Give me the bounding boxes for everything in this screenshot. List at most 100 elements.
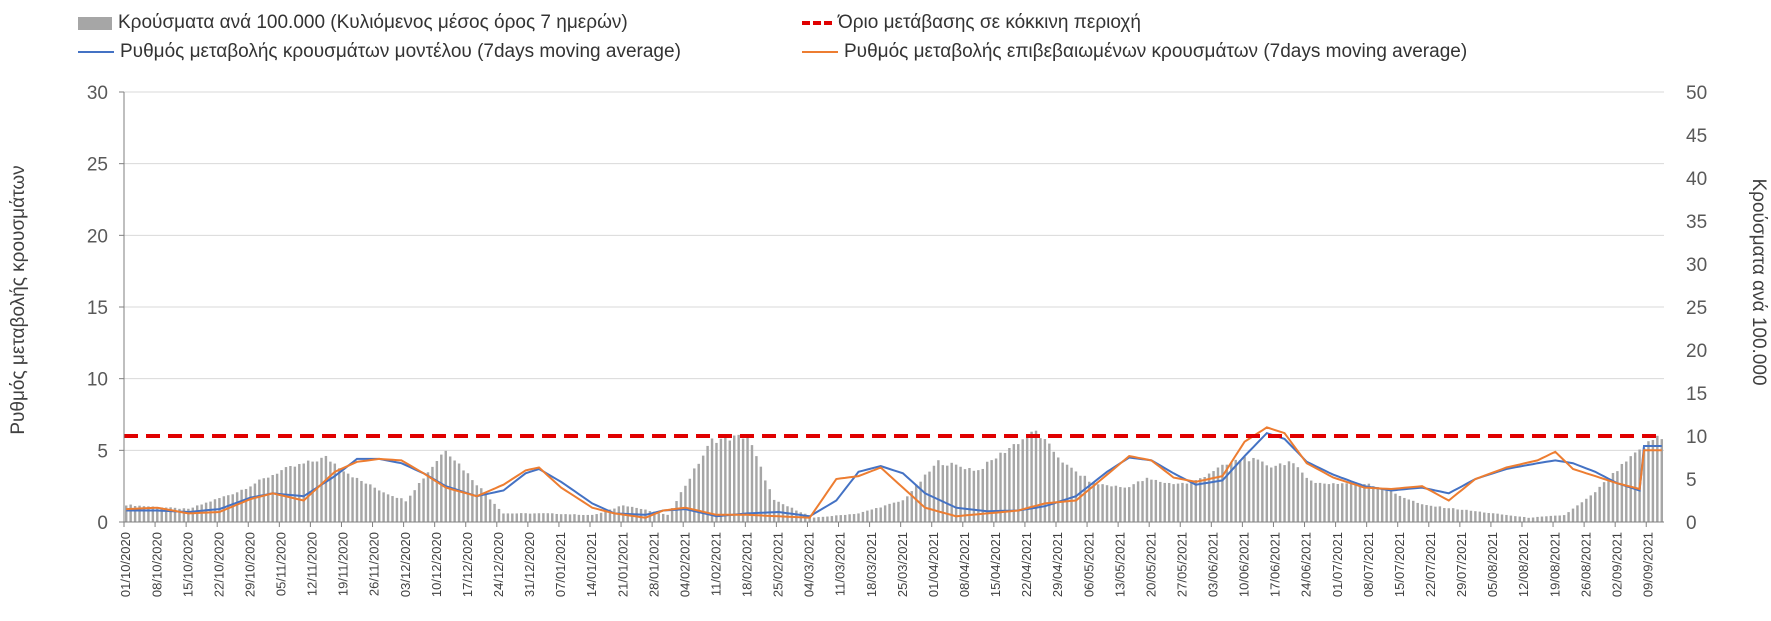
cases-bar	[941, 465, 945, 522]
cases-bar	[471, 480, 474, 522]
cases-bar	[1562, 515, 1566, 522]
cases-bar	[830, 516, 834, 522]
cases-bar	[1447, 508, 1450, 522]
cases-bar	[493, 503, 496, 522]
cases-bar	[662, 513, 665, 522]
cases-bar	[1625, 461, 1628, 522]
cases-bar	[1065, 464, 1069, 522]
right-y-tick-label: 10	[1686, 427, 1707, 448]
x-tick-label: 15/10/2020	[180, 532, 195, 597]
cases-bar	[1443, 508, 1446, 522]
cases-bar	[1460, 509, 1464, 522]
x-tick-label: 12/08/2021	[1516, 532, 1531, 597]
cases-bar	[1318, 482, 1322, 522]
cases-bar	[724, 436, 727, 522]
cases-bar	[573, 514, 576, 522]
x-tick-label: 19/11/2020	[336, 532, 351, 596]
cases-bar	[1212, 471, 1215, 522]
cases-bar	[191, 507, 195, 522]
x-tick-label: 11/02/2021	[709, 532, 724, 596]
cases-bar	[1380, 489, 1384, 522]
cases-bar	[741, 438, 745, 522]
cases-bar	[1225, 464, 1229, 522]
cases-bar	[528, 513, 532, 522]
cases-bar	[1252, 457, 1255, 522]
cases-bar	[1207, 473, 1211, 522]
cases-bar	[950, 462, 953, 522]
cases-bar	[1092, 482, 1095, 522]
cases-bar	[790, 507, 794, 522]
cases-bar	[1598, 486, 1601, 522]
cases-bar	[1514, 516, 1517, 522]
cases-bar	[733, 435, 736, 522]
x-tick-label: 22/07/2021	[1423, 532, 1438, 597]
cases-bar	[124, 505, 128, 522]
cases-bar	[1647, 441, 1650, 522]
legend-cases-label: Κρούσματα ανά 100.000 (Κυλιόμενος μέσος …	[118, 12, 628, 33]
cases-bar	[1159, 481, 1162, 522]
cases-bar	[875, 508, 878, 522]
legend-item-model-rate: Ρυθμός μεταβολής κρουσμάτων μοντέλου (7d…	[78, 41, 681, 63]
cases-bar	[1309, 480, 1313, 522]
cases-bars	[124, 430, 1664, 522]
x-tick-label: 31/12/2020	[522, 532, 537, 597]
cases-bar	[653, 511, 656, 522]
cases-bar	[954, 464, 958, 522]
right-axis-title: Κρούσματα ανά 100.000	[1748, 178, 1769, 385]
x-tick-label: 24/06/2021	[1299, 532, 1314, 597]
cases-bar	[480, 488, 483, 522]
cases-bar	[1101, 484, 1104, 522]
cases-bar	[1509, 515, 1513, 522]
x-tick-label: 24/12/2020	[491, 532, 506, 597]
cases-bar	[306, 460, 310, 522]
cases-bar	[1012, 444, 1016, 522]
x-tick-label: 29/07/2021	[1454, 532, 1469, 597]
x-tick-label: 01/10/2020	[118, 532, 133, 597]
cases-bar	[559, 514, 563, 522]
cases-bar	[1558, 515, 1561, 522]
cases-bar	[1372, 486, 1375, 522]
cases-bar	[1261, 461, 1264, 522]
cases-bar	[1145, 477, 1149, 522]
cases-bar	[910, 491, 913, 522]
cases-bar	[373, 487, 376, 522]
cases-bar	[129, 504, 132, 522]
x-tick-label: 04/02/2021	[677, 532, 692, 597]
cases-bar	[1580, 502, 1584, 522]
cases-bar	[333, 463, 337, 522]
cases-bar	[151, 506, 155, 522]
cases-bar	[1274, 465, 1277, 522]
right-y-tick-labels: 0 5 10 15 20 25 30 35 40 45 50	[1686, 83, 1707, 534]
cases-bar	[981, 468, 984, 522]
cases-bar	[977, 470, 980, 522]
cases-bar	[1172, 484, 1175, 522]
cases-bar	[1571, 508, 1575, 522]
cases-bar	[1314, 482, 1317, 522]
cases-bar	[670, 508, 674, 522]
legend-blue-swatch	[78, 51, 114, 53]
confirmed-rate-line	[126, 426, 1662, 519]
left-y-tick-label: 0	[97, 513, 108, 534]
cases-bar	[812, 517, 816, 522]
cases-bar	[1305, 477, 1308, 522]
right-y-tick-label: 35	[1686, 212, 1707, 233]
cases-bar	[693, 468, 696, 522]
cases-bar	[1048, 443, 1051, 522]
cases-bar	[719, 438, 723, 522]
cases-bar	[1536, 516, 1539, 522]
cases-bar	[684, 485, 687, 522]
cases-bar	[484, 493, 487, 522]
x-tick-label: 08/04/2021	[957, 532, 972, 597]
cases-bar	[937, 460, 940, 522]
x-tick-label: 19/08/2021	[1547, 532, 1562, 597]
x-tick-label: 13/05/2021	[1112, 532, 1127, 597]
cases-bar	[1629, 456, 1632, 522]
cases-bar	[946, 465, 949, 522]
x-tick-label: 09/09/2021	[1641, 532, 1656, 597]
cases-bar	[1283, 465, 1286, 522]
cases-bar	[1491, 513, 1495, 522]
legend-confirmed-label: Ρυθμός μεταβολής επιβεβαιωμένων κρουσμάτ…	[844, 41, 1468, 62]
cases-bar	[1243, 456, 1246, 522]
cases-bar	[1043, 439, 1047, 522]
